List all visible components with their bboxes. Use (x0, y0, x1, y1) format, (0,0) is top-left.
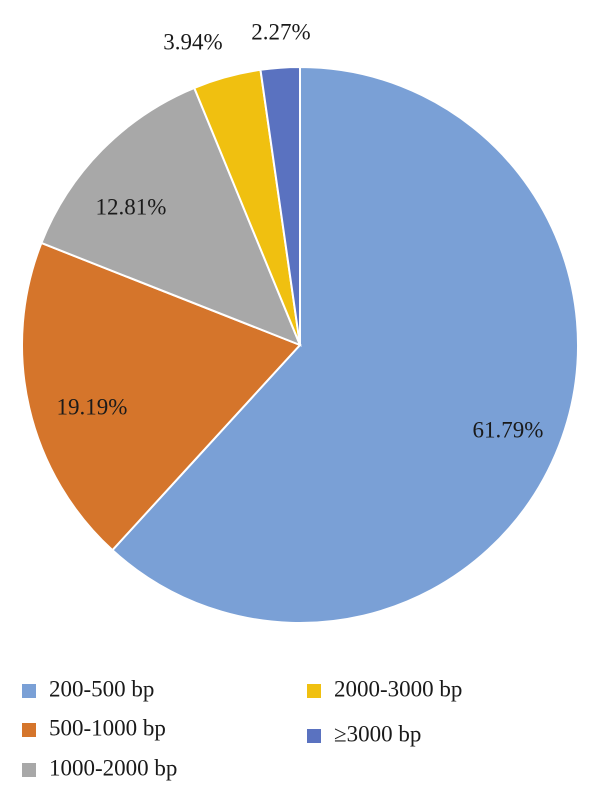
slice-label-500-1000-bp: 19.19% (57, 394, 128, 419)
legend-swatch-2000-3000-bp (307, 684, 321, 698)
legend-item-200-500-bp: 200-500 bp (22, 676, 154, 701)
legend-label-500-1000-bp: 500-1000 bp (49, 715, 166, 740)
pie-slices (21, 65, 579, 624)
slice-label-3000-bp: 2.27% (251, 19, 310, 44)
legend-label-2000-3000-bp: 2000-3000 bp (334, 676, 462, 701)
pie-slice-500-1000-bp (21, 241, 302, 552)
pie-slice-3000-bp (259, 65, 301, 346)
slice-label-1000-2000-bp: 12.81% (96, 194, 167, 219)
legend-swatch-200-500-bp (22, 684, 36, 698)
legend-swatch-3000-bp (307, 729, 321, 743)
legend-item-1000-2000-bp: 1000-2000 bp (22, 755, 177, 780)
slice-label-200-500-bp: 61.79% (473, 417, 544, 442)
legend-item-500-1000-bp: 500-1000 bp (22, 715, 166, 740)
pie-slice-1000-2000-bp (40, 86, 302, 347)
legend-label-200-500-bp: 200-500 bp (49, 676, 154, 701)
pie-slice-200-500-bp (110, 65, 579, 624)
legend-item-3000-bp: ≥3000 bp (307, 721, 421, 746)
legend-swatch-1000-2000-bp (22, 763, 36, 777)
legend-item-2000-3000-bp: 2000-3000 bp (307, 676, 462, 701)
slice-label-2000-3000-bp: 3.94% (163, 29, 222, 54)
legend-label-1000-2000-bp: 1000-2000 bp (49, 755, 177, 780)
legend-label-3000-bp: ≥3000 bp (334, 721, 421, 746)
pie-slice-labels: 61.79% 19.19% 12.81% 3.94% 2.27% (57, 19, 544, 442)
legend: 200-500 bp 500-1000 bp 1000-2000 bp 2000-30… (22, 676, 462, 780)
legend-swatch-500-1000-bp (22, 723, 36, 737)
